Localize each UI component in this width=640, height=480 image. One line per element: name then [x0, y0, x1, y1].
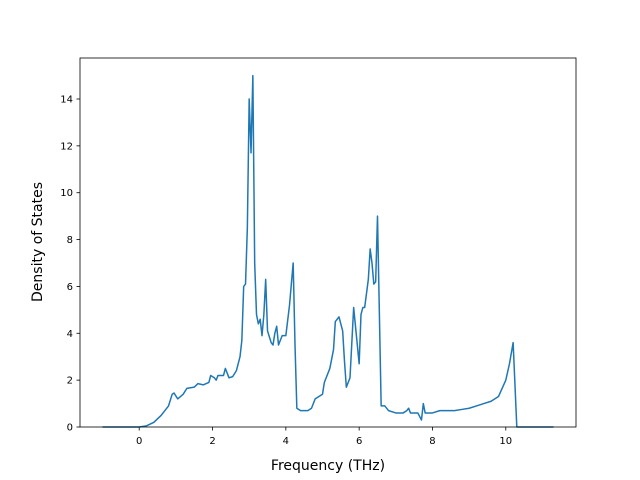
y-tick-label: 14 — [60, 95, 73, 106]
x-tick-label: 2 — [209, 436, 215, 447]
y-tick-label: 8 — [67, 235, 73, 246]
y-tick-label: 0 — [67, 423, 73, 434]
x-tick-label: 8 — [429, 436, 435, 447]
plot-frame — [79, 57, 577, 428]
y-tick-label: 10 — [60, 188, 73, 199]
x-axis-label: Frequency (THz) — [271, 458, 385, 474]
x-tick-label: 4 — [283, 436, 289, 447]
line — [102, 74, 554, 428]
x-tick-label: 10 — [499, 436, 512, 447]
y-tick-label: 12 — [60, 141, 73, 152]
y-tick-label: 2 — [67, 376, 73, 387]
y-axis-label: Density of States — [30, 182, 46, 302]
y-tick-label: 6 — [67, 282, 73, 293]
y-tick-label: 4 — [67, 329, 73, 340]
x-tick-label: 0 — [136, 436, 142, 447]
x-tick-label: 6 — [356, 436, 362, 447]
